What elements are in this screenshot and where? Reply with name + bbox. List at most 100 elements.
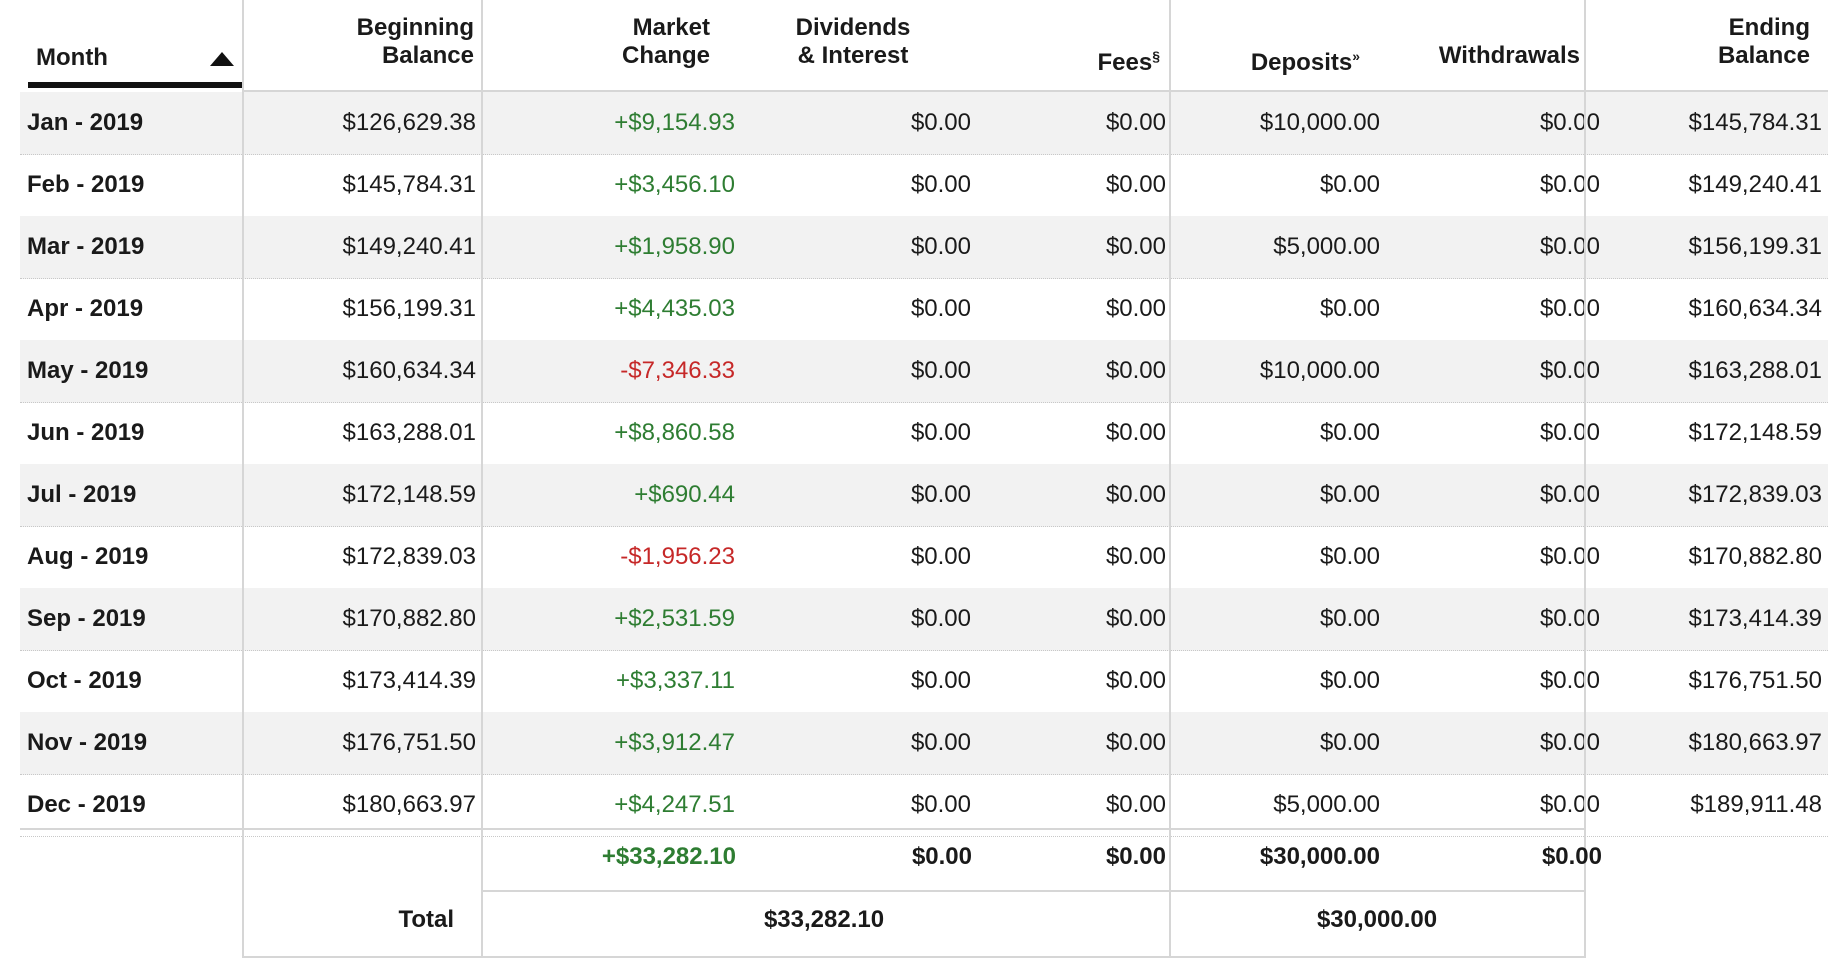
table-row: Dec - 2019 $180,663.97 +$4,247.51 $0.00 $0.0… xyxy=(20,774,1828,837)
deposits-cell: $0.00 xyxy=(1319,481,1380,508)
fees-cell: $0.00 xyxy=(1105,543,1166,570)
ending-balance-header-line2: Balance xyxy=(1717,42,1810,69)
ending-balance-cell: $180,663.97 xyxy=(1688,729,1822,756)
month-cell: Jun - 2019 xyxy=(27,419,145,446)
market-change-cell: +$1,958.90 xyxy=(614,233,735,260)
withdrawals-cell: $0.00 xyxy=(1539,233,1600,260)
totals-divider xyxy=(20,828,1584,830)
month-cell: Apr - 2019 xyxy=(27,295,144,322)
dividends-interest-header: Dividends & Interest xyxy=(760,14,946,70)
total-withdrawals: $0.00 xyxy=(1541,843,1602,870)
ending-balance-cell: $189,911.48 xyxy=(1690,791,1822,818)
fees-cell: $0.00 xyxy=(1105,357,1166,384)
ending-balance-cell: $172,148.59 xyxy=(1688,419,1822,446)
beginning-balance-header-line2: Balance xyxy=(381,42,474,69)
beginning-balance-cell: $170,882.80 xyxy=(342,605,476,632)
market-change-cell: -$7,346.33 xyxy=(620,357,735,384)
dividends-header-line2: & Interest xyxy=(797,42,909,69)
deposits-header: Deposits» xyxy=(1200,42,1360,77)
ending-balance-cell: $173,414.39 xyxy=(1688,605,1822,632)
dividends-cell: $0.00 xyxy=(910,295,971,322)
ending-balance-cell: $172,839.03 xyxy=(1688,481,1822,508)
sort-month-button[interactable]: Month xyxy=(28,40,243,88)
month-cell: Dec - 2019 xyxy=(27,791,146,818)
beginning-balance-cell: $172,839.03 xyxy=(342,543,476,570)
total-combined-flows: $30,000.00 xyxy=(1316,906,1438,933)
fees-cell: $0.00 xyxy=(1105,605,1166,632)
month-cell: May - 2019 xyxy=(27,357,149,384)
ending-balance-cell: $156,199.31 xyxy=(1688,233,1822,260)
market-change-cell: +$690.44 xyxy=(634,481,735,508)
table-row: Apr - 2019 $156,199.31 +$4,435.03 $0.00 $0.0… xyxy=(20,278,1828,341)
withdrawals-cell: $0.00 xyxy=(1539,109,1600,136)
beginning-balance-cell: $172,148.59 xyxy=(342,481,476,508)
deposits-cell: $0.00 xyxy=(1319,543,1380,570)
ending-balance-cell: $176,751.50 xyxy=(1688,667,1822,694)
withdrawals-cell: $0.00 xyxy=(1539,357,1600,384)
column-divider xyxy=(1584,0,1586,958)
beginning-balance-header: Beginning Balance xyxy=(262,14,474,70)
beginning-balance-cell: $160,634.34 xyxy=(342,357,476,384)
month-cell: Mar - 2019 xyxy=(27,233,145,260)
withdrawals-cell: $0.00 xyxy=(1539,791,1600,818)
beginning-balance-cell: $176,751.50 xyxy=(342,729,476,756)
withdrawals-cell: $0.00 xyxy=(1539,419,1600,446)
dividends-cell: $0.00 xyxy=(910,233,971,260)
table-row: Oct - 2019 $173,414.39 +$3,337.11 $0.00 $0.0… xyxy=(20,650,1828,713)
deposits-cell: $10,000.00 xyxy=(1259,109,1380,136)
table-row: Aug - 2019 $172,839.03 -$1,956.23 $0.00 $0.0… xyxy=(20,526,1828,589)
header-divider xyxy=(242,90,1828,92)
withdrawals-header-label: Withdrawals xyxy=(1438,42,1580,69)
market-change-cell: -$1,956.23 xyxy=(620,543,735,570)
deposits-cell: $0.00 xyxy=(1319,171,1380,198)
dividends-cell: $0.00 xyxy=(910,357,971,384)
ending-balance-cell: $160,634.34 xyxy=(1688,295,1822,322)
month-cell: Feb - 2019 xyxy=(27,171,145,198)
market-change-header-line1: Market xyxy=(632,14,710,41)
fees-header: Fees§ xyxy=(1060,42,1161,77)
dividends-cell: $0.00 xyxy=(910,729,971,756)
fees-footnote-mark: § xyxy=(1152,48,1160,64)
column-divider xyxy=(242,0,244,958)
dividends-cell: $0.00 xyxy=(910,481,971,508)
beginning-balance-header-line1: Beginning xyxy=(356,14,474,41)
fees-cell: $0.00 xyxy=(1105,791,1166,818)
fees-cell: $0.00 xyxy=(1105,295,1166,322)
total-fees: $0.00 xyxy=(1105,843,1166,870)
table-row: Jul - 2019 $172,148.59 +$690.44 $0.00 $0.00 $… xyxy=(20,464,1828,527)
dividends-cell: $0.00 xyxy=(910,543,971,570)
beginning-balance-cell: $173,414.39 xyxy=(342,667,476,694)
withdrawals-cell: $0.00 xyxy=(1539,543,1600,570)
table-row: Feb - 2019 $145,784.31 +$3,456.10 $0.00 $0.0… xyxy=(20,154,1828,217)
market-change-cell: +$2,531.59 xyxy=(614,605,735,632)
dividends-cell: $0.00 xyxy=(910,667,971,694)
market-change-cell: +$8,860.58 xyxy=(614,419,735,446)
fees-cell: $0.00 xyxy=(1105,171,1166,198)
fees-cell: $0.00 xyxy=(1105,233,1166,260)
market-change-cell: +$3,337.11 xyxy=(615,667,735,694)
dividends-cell: $0.00 xyxy=(910,605,971,632)
market-change-cell: +$4,247.51 xyxy=(614,791,735,818)
market-change-header: Market Change xyxy=(488,14,710,70)
ending-balance-cell: $145,784.31 xyxy=(1688,109,1822,136)
totals-inner-divider xyxy=(481,890,1584,892)
month-cell: Sep - 2019 xyxy=(27,605,146,632)
deposits-cell: $0.00 xyxy=(1319,295,1380,322)
deposits-cell: $0.00 xyxy=(1319,667,1380,694)
deposits-cell: $0.00 xyxy=(1319,605,1380,632)
table-row: May - 2019 $160,634.34 -$7,346.33 $0.00 $0.0… xyxy=(20,340,1828,403)
table-row: Sep - 2019 $170,882.80 +$2,531.59 $0.00 $0.0… xyxy=(20,588,1828,651)
dividends-cell: $0.00 xyxy=(910,419,971,446)
withdrawals-cell: $0.00 xyxy=(1539,481,1600,508)
column-divider xyxy=(481,0,483,958)
month-cell: Jul - 2019 xyxy=(27,481,137,508)
total-deposits: $30,000.00 xyxy=(1259,843,1380,870)
ending-balance-header-line1: Ending xyxy=(1728,14,1810,41)
withdrawals-cell: $0.00 xyxy=(1539,171,1600,198)
month-cell: Nov - 2019 xyxy=(27,729,148,756)
ending-balance-header: Ending Balance xyxy=(1640,14,1810,70)
ending-balance-cell: $170,882.80 xyxy=(1688,543,1822,570)
withdrawals-header: Withdrawals xyxy=(1400,42,1580,70)
fees-header-label: Fees xyxy=(1097,49,1153,76)
beginning-balance-cell: $156,199.31 xyxy=(342,295,476,322)
